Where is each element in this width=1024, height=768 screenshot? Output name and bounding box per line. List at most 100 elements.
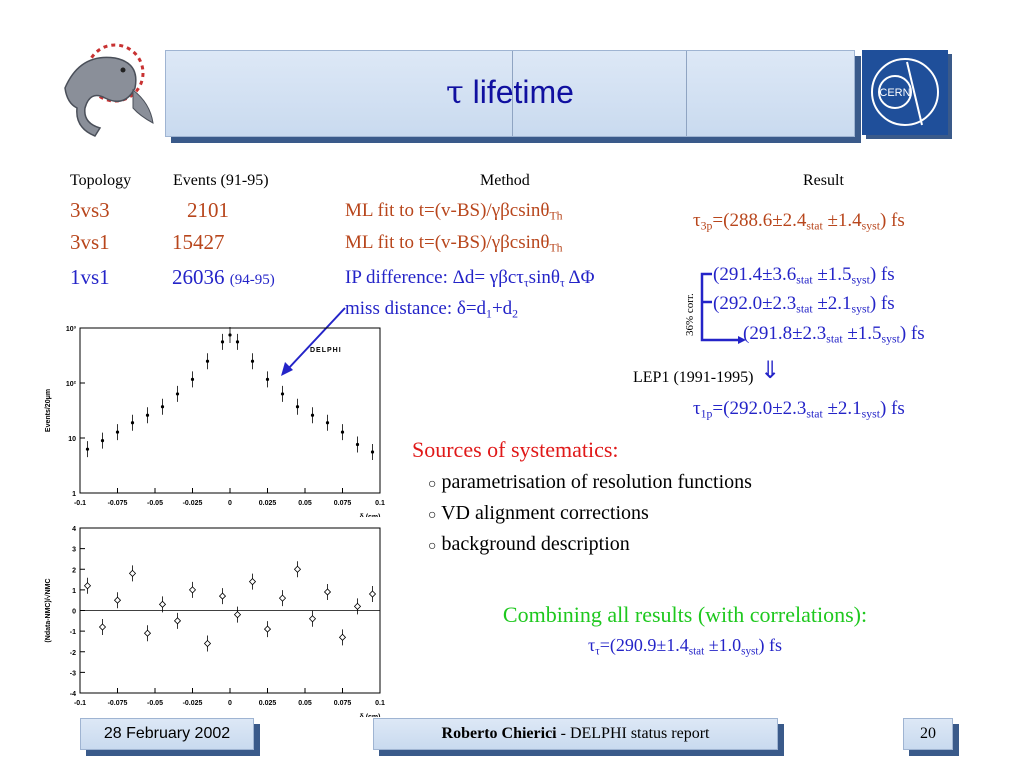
x-tick-label: -0.1 xyxy=(74,700,86,707)
data-point xyxy=(173,617,182,625)
data-point xyxy=(158,600,167,608)
data-point xyxy=(228,333,232,337)
header-result: Result xyxy=(803,172,844,189)
x-tick-label: 0 xyxy=(228,500,232,507)
dolphin-logo xyxy=(55,28,165,138)
data-point xyxy=(325,421,330,425)
data-point xyxy=(310,413,315,417)
pointer-arrow xyxy=(281,307,346,376)
y-axis-label: (Ndata-NMC)/√NMC xyxy=(44,578,52,642)
data-point xyxy=(355,442,360,447)
combined-heading: Combining all results (with correlations… xyxy=(502,602,868,627)
y-tick-label: 2 xyxy=(72,567,76,574)
row2-method: ML fit to t=(v-BS)/γβcsinθTh xyxy=(345,232,563,255)
data-point xyxy=(100,439,105,443)
data-point xyxy=(248,578,257,586)
systematics-item-3: ○ background description xyxy=(428,533,630,555)
data-point xyxy=(113,596,122,604)
data-point xyxy=(115,430,120,434)
data-point xyxy=(340,430,345,434)
row2-topology: 3vs1 xyxy=(70,230,110,254)
footer-page-number: 20 xyxy=(903,718,953,750)
correlation-bracket xyxy=(700,272,746,344)
bullet-icon: ○ xyxy=(428,477,437,492)
data-point xyxy=(263,625,272,633)
data-point xyxy=(338,633,347,641)
correlation-label: 36% corr. xyxy=(684,293,696,336)
data-point xyxy=(143,629,152,637)
header-topology: Topology xyxy=(70,172,132,189)
result-r3: (291.8±2.3stat ±1.5syst) fs xyxy=(743,323,925,346)
data-point xyxy=(295,405,300,409)
data-point xyxy=(293,565,302,573)
data-point xyxy=(188,586,197,594)
x-tick-label: -0.05 xyxy=(147,500,163,507)
chart-title: DELPHI xyxy=(310,347,342,354)
data-point xyxy=(205,359,210,363)
row1-topology: 3vs3 xyxy=(70,198,110,222)
data-point xyxy=(370,450,375,454)
x-tick-label: -0.025 xyxy=(183,700,203,707)
data-point xyxy=(308,615,317,623)
svg-text:CERN: CERN xyxy=(879,87,910,99)
result-tau3p: τ3p=(288.6±2.4stat ±1.4syst) fs xyxy=(693,210,905,233)
row3-method-b: miss distance: δ=d1+d2 xyxy=(345,298,519,321)
x-tick-label: -0.1 xyxy=(74,500,86,507)
result-r1: (291.4±3.6stat ±1.5syst) fs xyxy=(713,264,895,287)
x-tick-label: 0.075 xyxy=(334,500,352,507)
x-tick-label: 0.1 xyxy=(375,700,385,707)
data-point xyxy=(353,602,362,610)
x-tick-label: -0.075 xyxy=(108,700,128,707)
lep1-label: LEP1 (1991-1995) xyxy=(633,369,754,386)
data-point xyxy=(145,413,150,417)
x-tick-label: 0.05 xyxy=(298,500,312,507)
x-tick-label: 0 xyxy=(228,700,232,707)
data-point xyxy=(220,340,225,344)
y-tick-label: 1 xyxy=(72,588,76,595)
x-tick-label: 0.1 xyxy=(375,500,385,507)
data-point xyxy=(233,611,242,619)
data-point xyxy=(190,377,195,381)
bullet-icon: ○ xyxy=(428,539,437,554)
data-point xyxy=(278,594,287,602)
x-tick-label: -0.025 xyxy=(183,500,203,507)
x-tick-label: 0.025 xyxy=(259,700,277,707)
combined-value: ττ=(290.9±1.4stat ±1.0syst) fs xyxy=(587,635,782,658)
x-axis-label: δ (cm) xyxy=(360,514,381,517)
row3-method-a: IP difference: Δd= γβcττsinθτ ΔΦ xyxy=(345,267,595,290)
x-tick-label: 0.025 xyxy=(259,500,277,507)
header-events: Events (91-95) xyxy=(173,172,269,189)
footer-date: 28 February 2002 xyxy=(80,718,254,750)
data-point xyxy=(128,569,137,577)
systematics-heading: Sources of systematics: xyxy=(412,437,619,462)
data-point xyxy=(218,592,227,600)
data-point xyxy=(280,392,285,396)
y-tick-label: 10 xyxy=(68,436,76,443)
cern-logo: CERN xyxy=(862,50,948,135)
bullet-icon: ○ xyxy=(428,508,437,523)
row1-events: 2101 xyxy=(187,198,229,222)
y-tick-label: 1 xyxy=(72,491,76,498)
data-point xyxy=(85,447,90,451)
y-tick-label: 10³ xyxy=(66,326,77,333)
y-tick-label: -2 xyxy=(70,650,76,657)
data-point xyxy=(175,392,180,396)
x-axis-label: δ (cm) xyxy=(360,714,381,717)
systematics-item-2: ○ VD alignment corrections xyxy=(428,502,649,524)
y-axis-label: Events/20μm xyxy=(45,389,52,432)
data-point xyxy=(235,340,240,344)
residual-plot: -0.1 -0.075 -0.05 -0.025 0 0.025 0.05 0.075 0.1 -… xyxy=(44,526,385,717)
data-point xyxy=(368,590,377,598)
delphi-distribution-plot: -0.1 -0.075 -0.05 -0.025 0 0.025 0.05 0.075 0.1 1… xyxy=(45,326,385,517)
row1-method: ML fit to t=(v-BS)/γβcsinθTh xyxy=(345,200,563,223)
title-bar: τ lifetime xyxy=(165,50,855,137)
y-tick-label: -4 xyxy=(70,691,76,698)
y-tick-label: 4 xyxy=(72,526,76,533)
data-point xyxy=(203,639,212,648)
x-tick-label: -0.05 xyxy=(147,700,163,707)
y-tick-label: 10² xyxy=(66,381,77,388)
row3-topology: 1vs1 xyxy=(70,265,110,289)
header-method: Method xyxy=(480,172,530,189)
data-point xyxy=(130,421,135,425)
systematics-item-1: ○ parametrisation of resolution function… xyxy=(428,471,752,493)
